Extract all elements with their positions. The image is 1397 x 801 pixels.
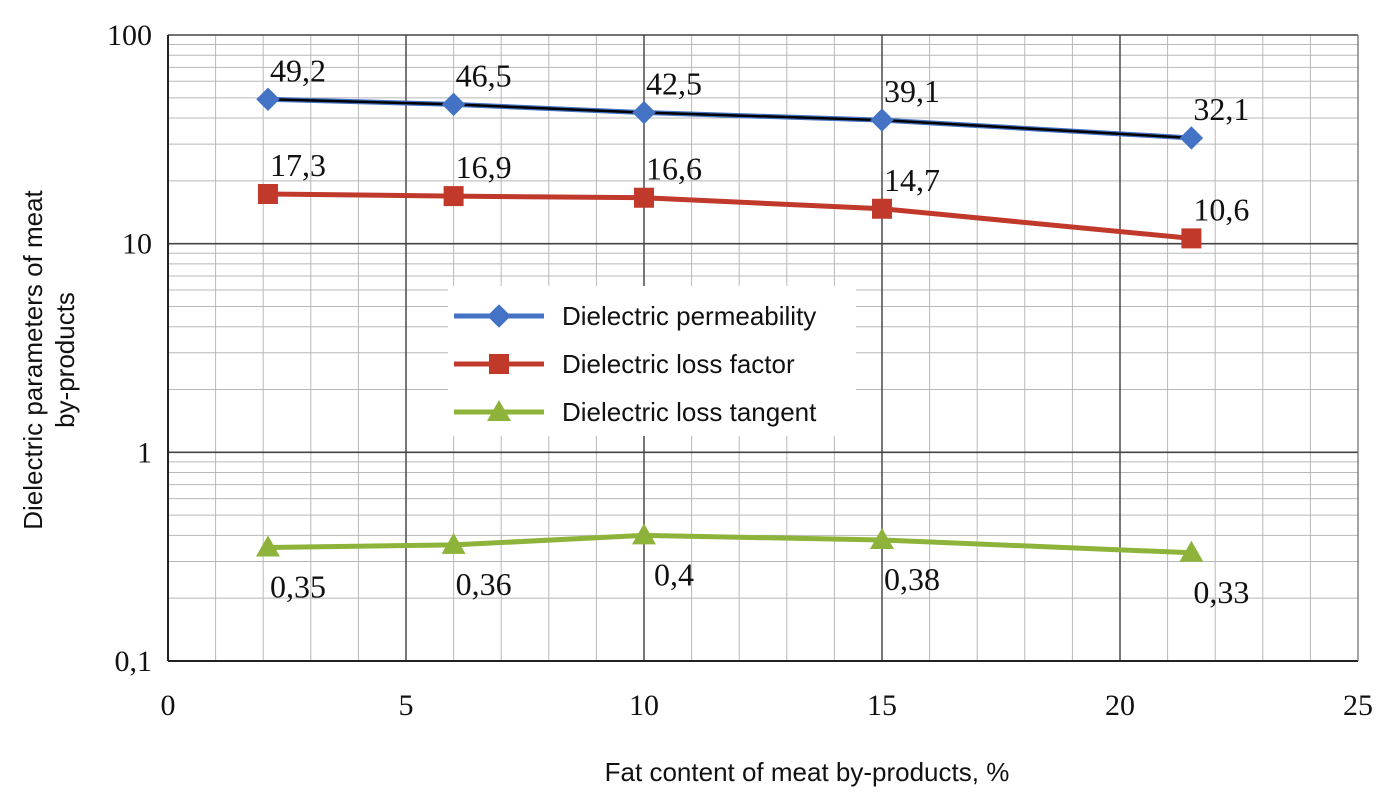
data-point-marker [1179, 126, 1204, 150]
y-axis-title-line-2: by-products [50, 292, 80, 428]
tick-labels: 0 5 10 15 20 25 0,1 1 10 100 [107, 19, 1373, 722]
data-label: 10,6 [1193, 191, 1249, 227]
x-tick-label: 15 [867, 689, 897, 722]
series-group [255, 87, 1204, 562]
data-label: 14,7 [884, 162, 940, 198]
data-label: 0,38 [884, 561, 940, 597]
data-point-marker [632, 523, 656, 545]
data-point-marker [872, 198, 892, 219]
data-point-marker [1179, 540, 1204, 562]
x-tick-label: 0 [161, 689, 176, 722]
data-point-marker [632, 100, 656, 125]
data-label: 0,4 [654, 556, 694, 592]
data-point-marker [634, 187, 654, 208]
y-tick-label: 1 [137, 436, 152, 469]
data-point-marker [441, 92, 466, 117]
data-point-marker [870, 528, 894, 550]
y-tick-label: 100 [107, 19, 152, 52]
data-label: 16,9 [456, 149, 512, 185]
data-label: 17,3 [270, 147, 326, 183]
axes [167, 35, 1359, 662]
data-label: 42,5 [646, 66, 702, 102]
data-labels: 49,2 46,5 42,5 39,1 32,1 17,3 16,9 16,6 14,7 10,6… [270, 52, 1249, 610]
data-label: 32,1 [1193, 91, 1249, 127]
legend-entry-label: Dielectric loss tangent [562, 397, 817, 427]
y-tick-label: 0,1 [115, 645, 153, 678]
data-label: 49,2 [270, 52, 326, 88]
x-axis-title: Fat content of meat by-products, % [605, 757, 1010, 787]
data-point-marker [256, 87, 280, 111]
legend: Dielectric permeability Dielectric loss f… [448, 286, 856, 436]
legend-swatch-marker [487, 400, 511, 421]
legend-entry-label: Dielectric permeability [562, 301, 816, 331]
x-tick-label: 10 [629, 689, 659, 722]
data-point-marker [1181, 228, 1202, 249]
data-label: 0,35 [270, 568, 326, 604]
data-label: 39,1 [884, 73, 940, 109]
legend-swatch-marker [487, 304, 511, 328]
legend-entry-label: Dielectric loss factor [562, 349, 795, 379]
data-point-marker [441, 532, 466, 554]
y-axis-title-line-1: Dielectric parameters of meat [18, 189, 48, 529]
x-tick-label: 5 [399, 689, 414, 722]
x-tick-label: 25 [1343, 689, 1373, 722]
data-point-marker [870, 108, 894, 132]
data-label: 0,36 [456, 566, 512, 602]
legend-swatch-marker [489, 354, 509, 374]
data-label: 16,6 [646, 151, 702, 187]
data-point-marker [443, 186, 464, 207]
data-label: 46,5 [456, 57, 512, 93]
x-tick-label: 20 [1105, 689, 1135, 722]
data-point-marker [255, 535, 280, 557]
y-tick-label: 10 [122, 228, 152, 261]
data-point-marker [257, 183, 278, 204]
data-label: 0,33 [1193, 574, 1249, 610]
